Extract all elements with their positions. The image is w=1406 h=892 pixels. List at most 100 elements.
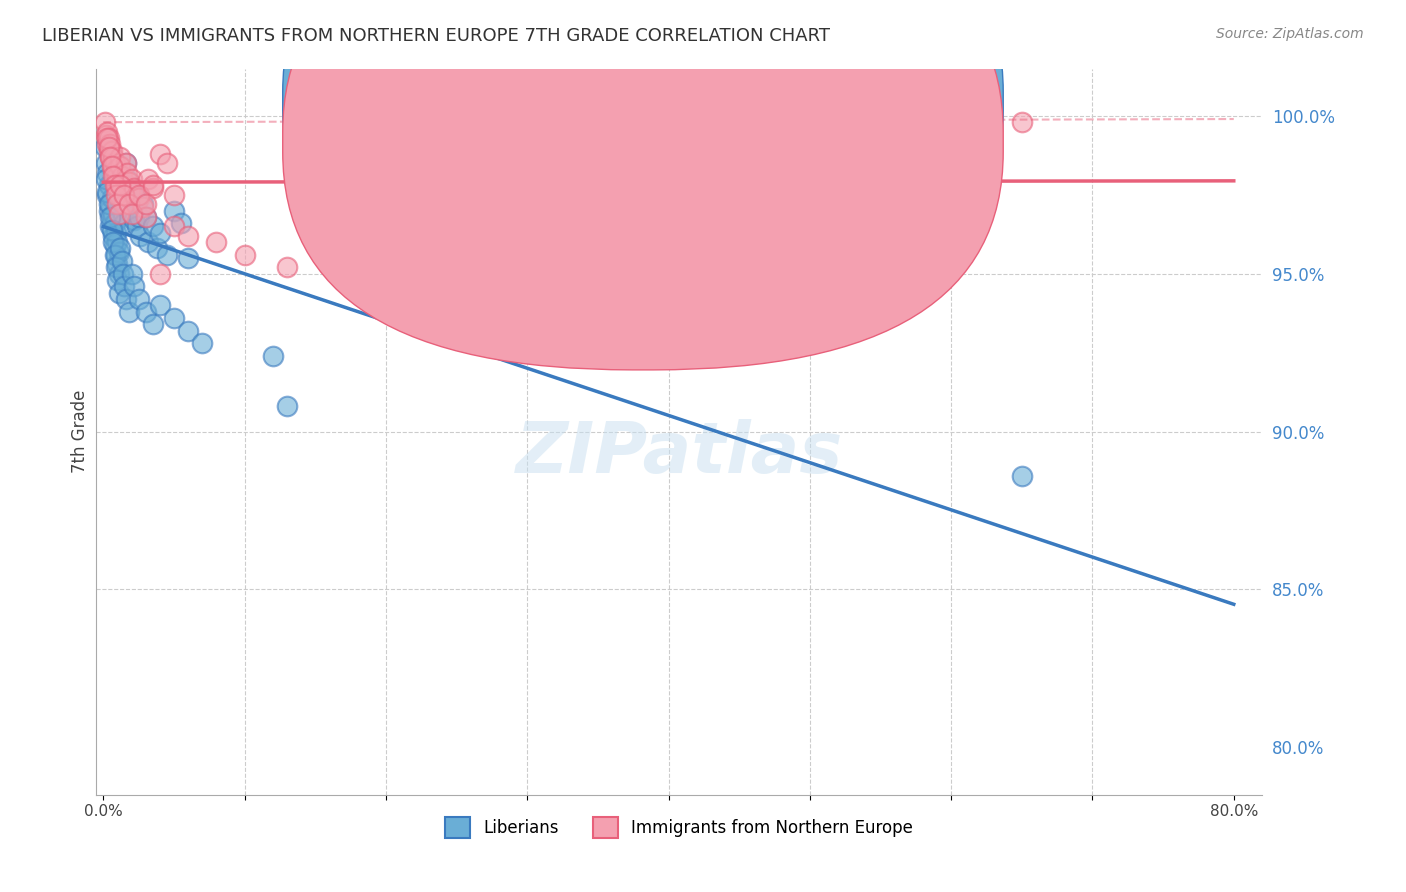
Text: R =: R = [662,132,700,150]
Point [114,216,136,230]
Text: 0.0%: 0.0% [84,805,122,819]
Point [115,181,138,195]
Point [98,150,121,164]
Point [94,172,117,186]
Point [107,267,129,281]
Point [115,292,138,306]
Point [135,210,157,224]
Point [628,219,651,234]
Point [100,156,122,170]
Point [105,181,128,195]
Point [97,140,120,154]
Text: Source: ZipAtlas.com: Source: ZipAtlas.com [1216,27,1364,41]
Point [163,203,186,218]
Point [127,219,149,234]
Point [262,349,284,363]
Point [122,203,145,218]
Point [124,213,146,227]
Point [96,187,118,202]
Point [108,150,131,164]
FancyBboxPatch shape [283,0,1004,370]
Point [96,166,118,180]
Point [97,197,120,211]
Point [103,238,125,252]
Point [105,235,128,249]
Point [142,219,165,234]
Point [177,228,200,243]
Point [114,197,136,211]
Point [101,162,124,177]
Point [97,178,120,193]
Text: LIBERIAN VS IMMIGRANTS FROM NORTHERN EUROPE 7TH GRADE CORRELATION CHART: LIBERIAN VS IMMIGRANTS FROM NORTHERN EUR… [42,27,830,45]
Point [107,187,129,202]
Point [118,197,141,211]
Point [97,131,120,145]
Point [1011,115,1033,129]
Point [128,210,150,224]
Point [135,304,157,318]
Point [108,178,131,193]
Point [101,150,124,164]
Point [100,222,122,236]
Point [105,257,128,271]
Point [111,178,134,193]
Point [105,197,128,211]
Point [149,298,172,312]
Point [94,128,117,142]
Point [97,144,120,158]
Point [118,304,141,318]
Text: 0.019: 0.019 [703,92,759,111]
Point [111,175,134,189]
Text: 80.0%: 80.0% [1209,805,1258,819]
Point [104,187,127,202]
Point [104,175,127,189]
Point [135,210,157,224]
Point [128,292,150,306]
Text: 68: 68 [825,132,851,150]
Point [100,160,122,174]
Point [103,156,125,170]
Point [98,137,121,152]
Point [177,251,200,265]
Point [115,156,138,170]
Point [138,172,160,186]
Point [142,318,165,332]
Point [108,169,131,183]
Point [105,273,128,287]
Point [138,235,160,249]
Point [107,285,129,300]
Point [114,187,136,202]
Y-axis label: 7th Grade: 7th Grade [72,390,89,474]
Point [233,248,256,262]
Point [163,219,186,234]
Point [100,144,122,158]
Legend: Liberians, Immigrants from Northern Europe: Liberians, Immigrants from Northern Euro… [439,811,920,845]
Point [112,207,135,221]
Point [163,310,186,325]
Point [96,125,118,139]
Point [163,187,186,202]
Point [100,191,122,205]
Point [104,226,127,240]
Point [112,267,135,281]
Point [108,242,131,256]
Point [115,156,138,170]
Point [98,150,121,164]
Point [112,187,135,202]
Point [135,197,157,211]
Point [98,197,121,211]
Point [103,248,125,262]
Point [121,207,143,221]
Text: N =: N = [785,132,824,150]
Point [124,279,146,293]
Point [98,210,121,224]
Point [103,216,125,230]
Point [132,201,155,215]
Point [111,254,134,268]
Point [100,210,122,224]
Point [177,324,200,338]
Point [124,181,146,195]
Point [118,187,141,202]
Point [108,187,131,202]
Point [112,185,135,199]
